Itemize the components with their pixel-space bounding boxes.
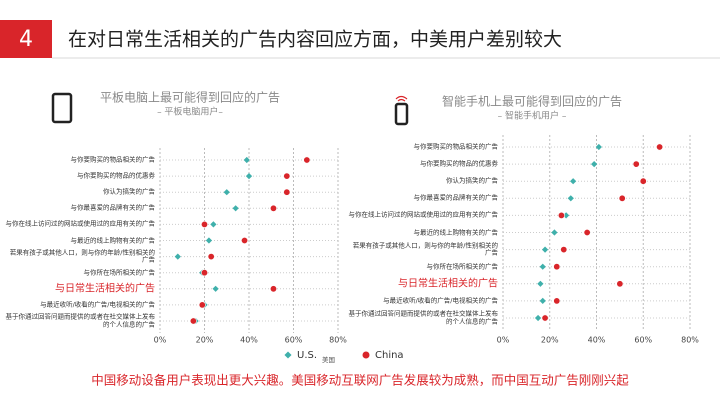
marker-us (205, 237, 213, 244)
chart-note: 美国 (322, 355, 335, 364)
marker-china (583, 229, 591, 237)
marker-us (223, 189, 230, 196)
marker-us (245, 172, 253, 180)
marker-us (534, 314, 542, 322)
y-tick-label: 若果有孩子或其他人口，则与你的年龄/性别相关的广告 (352, 241, 498, 257)
marker-china (632, 160, 640, 168)
x-tick-label: 20% (541, 336, 559, 345)
marker-china (241, 237, 249, 245)
marker-us (539, 263, 546, 270)
x-tick-label: 0% (154, 336, 167, 345)
y-tick-label: 与你在线上访问过的网站或使用过的应用有关的广告 (348, 210, 499, 219)
y-tick-label: 与你所在场所相关的广告 (83, 267, 156, 276)
marker-china (553, 297, 561, 305)
x-tick-label: 60% (634, 336, 652, 345)
marker-china (207, 253, 215, 261)
marker-china (557, 211, 565, 219)
marker-us (539, 297, 546, 305)
y-tick-label: 若果有孩子或其他人口，则与你的年龄/性别相关的广告 (9, 248, 155, 264)
marker-china (618, 194, 626, 202)
marker-us (541, 246, 549, 253)
y-tick-label: 与你最喜爱的品牌有关的广告 (413, 193, 499, 202)
y-tick-label: 与你要购买的物品相关的广告 (70, 155, 156, 164)
marker-china (616, 280, 624, 288)
marker-us (591, 160, 598, 168)
y-tick-label: 与最近的线上购物有关的广告 (413, 227, 499, 236)
x-tick-label: 60% (285, 336, 303, 345)
y-tick-label: 与最近收听/收看的广告/电视相关的广告 (383, 296, 498, 305)
legend-label: China (375, 350, 404, 361)
slide-number: 4 (19, 27, 33, 52)
marker-us (232, 205, 239, 212)
marker-china (656, 143, 664, 151)
footer: 中国移动设备用户表现出更大兴趣。美国移动互联网广告发展较为成熟，而中国互动广告刚… (91, 373, 629, 388)
y-tick-label: 与你要购买的物品的优惠券 (77, 171, 155, 180)
marker-china (201, 220, 209, 228)
y-tick-label: 基于你通过回答问题而提供的或者在社交媒体上发布的个人信息的广告 (5, 312, 156, 328)
marker-china (189, 317, 197, 325)
marker-china (269, 204, 277, 212)
y-tick-label: 你认为搞笑的广告 (446, 176, 498, 185)
marker-us (570, 178, 577, 185)
marker-us (210, 221, 217, 228)
chart-subtitle: – 平板电脑用户– (157, 106, 223, 118)
slide-title: 在对日常生活相关的广告内容回应方面，中美用户差别较大 (68, 29, 562, 51)
y-tick-label: 与你要购买的物品的优惠券 (420, 159, 498, 168)
y-tick-label: 与你要购买的物品相关的广告 (413, 142, 499, 151)
y-tick-label: 你认为搞笑的广告 (103, 187, 155, 196)
y-tick-label: 与最近的线上购物有关的广告 (70, 235, 156, 244)
legend-label: U.S. (297, 350, 317, 361)
marker-china (303, 156, 311, 164)
legend-marker (284, 351, 292, 359)
marker-china (560, 246, 568, 254)
marker-us (243, 156, 250, 164)
marker-us (551, 229, 558, 236)
marker-us (567, 195, 574, 202)
legend-marker (362, 351, 370, 359)
y-tick-label: 与你所在场所相关的广告 (426, 261, 499, 270)
y-tick-label: 与你在线上访问过的网站或使用过的应用有关的广告 (5, 219, 156, 228)
tablet-icon (51, 92, 73, 124)
x-tick-label: 80% (329, 336, 347, 345)
chart-title: 智能手机上最可能得到回应的广告 (442, 94, 622, 109)
chart-subtitle: – 智能手机用户 – (498, 110, 567, 122)
y-tick-label: 与你最喜爱的品牌有关的广告 (70, 203, 156, 212)
y-tick-label: 与最近收听/收看的广告/电视相关的广告 (40, 300, 155, 309)
x-tick-label: 20% (196, 336, 214, 345)
x-tick-label: 80% (681, 336, 699, 345)
marker-china (283, 188, 291, 196)
x-tick-label: 0% (497, 336, 510, 345)
number-box (0, 20, 52, 58)
marker-china (553, 263, 561, 271)
x-tick-label: 40% (588, 336, 606, 345)
marker-china (639, 177, 647, 185)
marker-china (269, 285, 277, 293)
x-tick-label: 40% (240, 336, 258, 345)
marker-us (212, 285, 219, 292)
marker-china (283, 172, 291, 180)
marker-us (174, 253, 181, 260)
marker-china (201, 269, 209, 277)
phone-icon (394, 95, 409, 126)
y-tick-label: 与日常生活相关的广告 (398, 278, 498, 290)
chart-title: 平板电脑上最可能得到回应的广告 (100, 90, 280, 105)
y-tick-label: 与日常生活相关的广告 (55, 283, 155, 295)
marker-china (198, 301, 206, 309)
y-tick-label: 基于你通过回答问题而提供的或者在社交媒体上发布的个人信息的广告 (348, 309, 499, 325)
marker-china (541, 314, 549, 322)
marker-us (537, 280, 544, 287)
